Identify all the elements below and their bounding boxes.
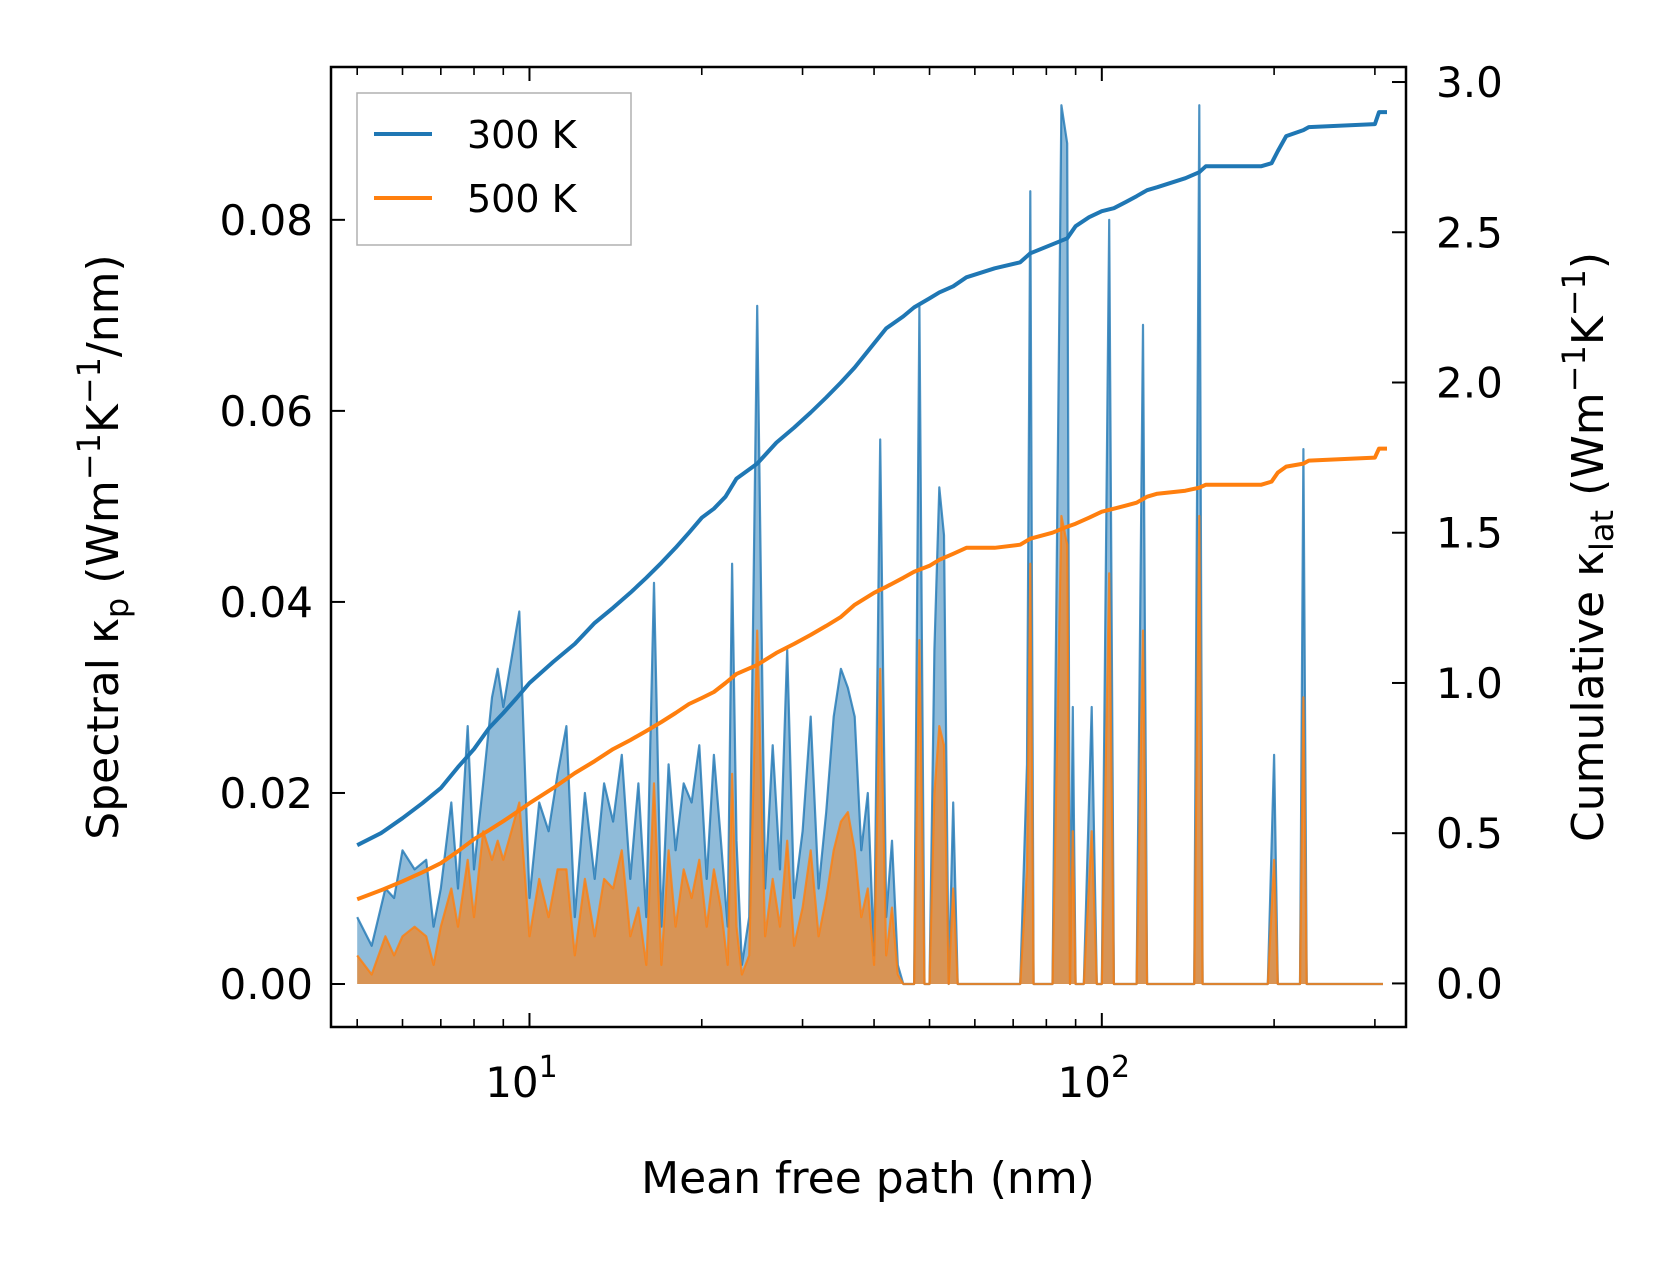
left-axis-title: Spectral κp (Wm−1K−1/nm) [70, 254, 136, 839]
left-axis-title-unit-suffix: /nm) [78, 254, 129, 357]
legend: 300 K 500 K [356, 92, 632, 246]
left-axis-title-prefix: Spectral κ [78, 618, 129, 840]
spectral-area-300k [357, 105, 1384, 984]
x-axis-title: Mean free path (nm) [641, 1153, 1095, 1204]
right-axis-title-exp1: −1 [1555, 345, 1593, 392]
spectral-area-500k [357, 516, 1384, 984]
right-axis-title-prefix: Cumulative κ [1563, 551, 1614, 842]
left-axis-title-exp2: −1 [70, 357, 108, 404]
right-tick-label: 0.0 [1436, 959, 1503, 1008]
x-tick-label: 101 [485, 1050, 558, 1107]
spectral-line-500k [356, 514, 1383, 986]
right-axis-title-unit-mid: K [1563, 315, 1614, 345]
right-tick-label: 1.0 [1436, 659, 1503, 708]
legend-box [356, 92, 632, 246]
left-tick-label: 0.02 [219, 769, 313, 818]
cumulative-line-500k [356, 446, 1387, 902]
x-tick-label: 102 [1058, 1050, 1131, 1107]
right-axis-title-unit-suffix: ) [1563, 252, 1614, 269]
right-tick-label: 2.0 [1436, 358, 1503, 407]
right-axis-title-unit-prefix: (Wm [1563, 392, 1614, 496]
left-axis-title-exp1: −1 [70, 433, 108, 480]
left-axis-title-sub: p [98, 598, 136, 618]
right-tick-label: 1.5 [1436, 509, 1503, 558]
left-tick-label: 0.04 [219, 578, 313, 627]
right-axis-title: Cumulative κlat (Wm−1K−1) [1555, 252, 1621, 842]
left-tick-label: 0.00 [219, 960, 313, 1009]
ticks-layer: 0.00 0.02 0.04 0.06 0.08 0.0 0.5 1.0 1.5 2.0 2.5 3.… [219, 58, 1502, 1107]
right-tick-label: 0.5 [1436, 809, 1503, 858]
left-axis-title-unit-mid: K [78, 403, 129, 433]
cumulative-line-300k [356, 110, 1387, 847]
right-tick-label: 2.5 [1436, 208, 1503, 257]
legend-label-500k: 500 K [467, 177, 578, 221]
right-axis-title-sub: lat [1583, 510, 1621, 551]
series-layer [356, 104, 1387, 986]
right-tick-label: 3.0 [1436, 58, 1503, 107]
legend-label-300k: 300 K [467, 113, 578, 157]
right-axis-title-exp2: −1 [1555, 269, 1593, 316]
left-tick-label: 0.06 [219, 387, 313, 436]
plot-frame [329, 65, 1408, 1029]
left-axis-title-unit-prefix: (Wm [78, 480, 129, 584]
left-tick-label: 0.08 [219, 196, 313, 245]
